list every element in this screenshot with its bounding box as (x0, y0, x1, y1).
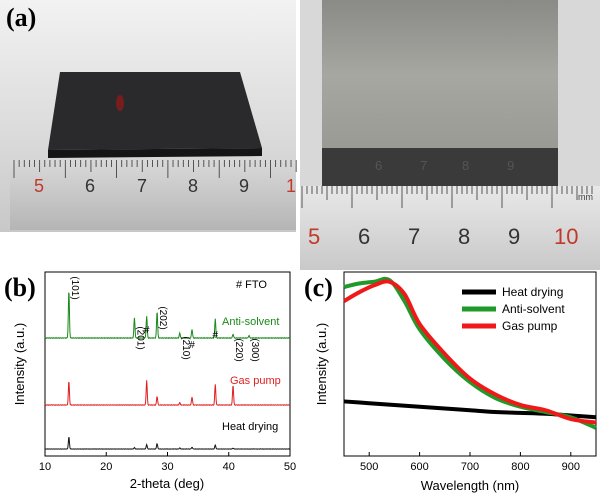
pl-x-tick-label: 600 (410, 461, 428, 473)
pl-x-tick-label: 800 (511, 461, 529, 473)
xrd-x-tick-label: 20 (100, 461, 112, 473)
xrd-x-tick-label: 30 (161, 461, 173, 473)
pl-x-ticks: 500 600 700 800 900 (360, 452, 580, 473)
xrd-peak-label: (300) (249, 338, 260, 361)
pl-legend: Heat drying Anti-solvent Gas pump (462, 285, 565, 333)
fto-note: # FTO (236, 279, 267, 291)
ruler-unit: mm (578, 192, 593, 202)
ruler-left (10, 160, 296, 230)
ruler-left-number: 9 (239, 176, 249, 196)
pl-plot-frame (343, 271, 597, 457)
ruler-right-number: 5 (308, 224, 320, 249)
film-digits: 6 7 8 9 (375, 158, 514, 173)
xrd-peak-label: # (212, 330, 218, 341)
xrd-peak-label: (210) (180, 336, 191, 359)
ruler-left-number: 5 (34, 176, 44, 196)
film-digit: 8 (462, 158, 469, 173)
ruler-right-number: 7 (408, 224, 420, 249)
film-underside (322, 148, 558, 190)
pl-chart: (c) 500 600 700 800 900 Heat drying Anti-sol… (304, 271, 597, 493)
pl-y-axis-title: Intensity (a.u.) (314, 323, 329, 405)
panel-b-label: (b) (4, 273, 36, 302)
xrd-x-tick-label: 40 (223, 461, 235, 473)
xrd-x-tick-label: 50 (284, 461, 296, 473)
ruler-right-ticks (301, 186, 593, 208)
reflection-spot (116, 95, 124, 111)
film-digit: 6 (375, 158, 382, 173)
ruler-right-number: 10 (554, 224, 578, 249)
legend-label-gas-pump: Gas pump (502, 319, 558, 333)
panel-c-label: (c) (304, 273, 333, 302)
pl-x-tick-label: 500 (360, 461, 378, 473)
xrd-peak-label: (101) (69, 276, 80, 299)
xrd-x-tick-label: 10 (39, 461, 51, 473)
series-label-gas-pump: Gas pump (230, 375, 281, 387)
film-digit: 9 (507, 158, 514, 173)
xrd-peak-label: (201) (134, 326, 145, 349)
film-digit: 7 (420, 158, 427, 173)
xrd-peak-label: (202) (157, 306, 168, 329)
sample-plate (48, 72, 262, 150)
pl-series (342, 276, 597, 430)
pl-x-tick-label: 700 (461, 461, 479, 473)
xrd-peak-labels: (101)(201)#(202)(210)##(220) (300) (69, 276, 260, 361)
photo-left: 5 6 7 8 9 1 (a) (0, 0, 302, 232)
xrd-peak-label: (220) (233, 338, 244, 361)
ruler-left-number: 1 (286, 176, 296, 196)
xrd-peak-label: # (189, 340, 195, 351)
ruler-right-number: 6 (358, 224, 370, 249)
xrd-y-axis-title: Intensity (a.u.) (12, 323, 27, 405)
pl-x-tick-label: 900 (562, 461, 580, 473)
sample-plate-edge (48, 148, 262, 158)
ruler-right-number: 8 (458, 224, 470, 249)
xrd-series-line-heat-drying (44, 437, 291, 450)
xrd-chart: (b) 10 20 30 40 50 (101)(201)#(202)(210)##(2… (4, 271, 296, 491)
ruler-right (300, 186, 600, 270)
legend-label-heat-drying: Heat drying (502, 285, 563, 299)
xrd-peak-label: # (144, 325, 150, 336)
panel-a-label: (a) (6, 3, 36, 32)
xrd-series (44, 292, 291, 450)
series-label-anti-solvent: Anti-solvent (222, 316, 279, 328)
xrd-x-ticks: 10 20 30 40 50 (39, 452, 296, 473)
film-sample (322, 0, 558, 150)
xrd-series-line-anti-solvent (44, 292, 291, 340)
pl-series-line-gas-pump (342, 279, 597, 425)
series-label-heat-drying: Heat drying (222, 421, 278, 433)
legend-label-anti-solvent: Anti-solvent (502, 302, 565, 316)
ruler-left-ticks (13, 160, 302, 178)
photo-right: 6 7 8 9 mm 5 6 7 8 9 10 (300, 0, 600, 270)
ruler-right-numbers: 5 6 7 8 9 10 (308, 224, 578, 249)
ruler-right-number: 9 (508, 224, 520, 249)
ruler-left-number: 6 (85, 176, 95, 196)
xrd-x-axis-title: 2-theta (deg) (130, 476, 204, 491)
ruler-left-number: 7 (137, 176, 147, 196)
ruler-left-number: 8 (188, 176, 198, 196)
ruler-left-numbers: 5 6 7 8 9 1 (34, 176, 296, 196)
xrd-series-line-gas-pump (44, 380, 291, 407)
pl-x-axis-title: Wavelength (nm) (421, 478, 520, 493)
